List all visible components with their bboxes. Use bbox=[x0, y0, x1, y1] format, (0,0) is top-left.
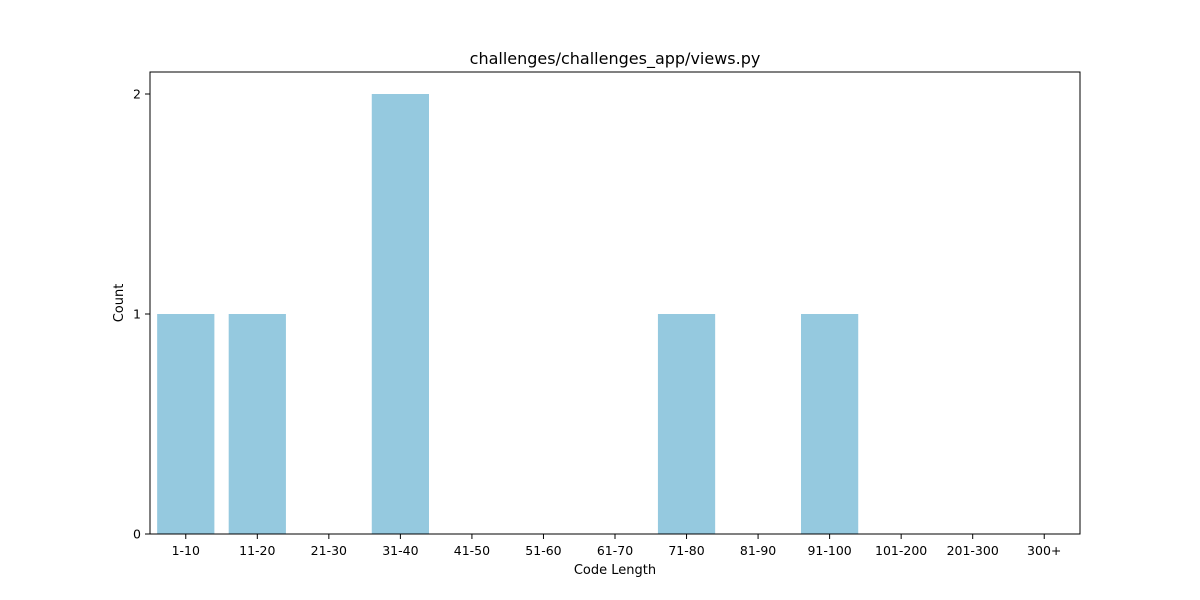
y-tick-label: 1 bbox=[133, 307, 141, 322]
x-tick-label: 81-90 bbox=[740, 543, 776, 558]
bar-31-40 bbox=[371, 94, 429, 534]
chart-title: challenges/challenges_app/views.py bbox=[470, 49, 761, 69]
y-axis: 0 1 2 bbox=[133, 87, 150, 542]
x-tick-label: 201-300 bbox=[947, 543, 999, 558]
y-tick-label: 0 bbox=[133, 527, 141, 542]
x-tick-label: 71-80 bbox=[668, 543, 704, 558]
x-tick-label: 1-10 bbox=[172, 543, 200, 558]
x-tick-label: 300+ bbox=[1027, 543, 1061, 558]
x-tick-label: 101-200 bbox=[875, 543, 927, 558]
x-tick-label: 61-70 bbox=[597, 543, 633, 558]
x-tick-label: 91-100 bbox=[807, 543, 851, 558]
x-tick-label: 21-30 bbox=[311, 543, 347, 558]
y-axis-label: Count bbox=[112, 284, 127, 323]
bar-11-20 bbox=[228, 314, 286, 534]
x-tick-label: 31-40 bbox=[382, 543, 418, 558]
x-tick-label: 11-20 bbox=[239, 543, 275, 558]
plot-frame bbox=[149, 71, 1081, 535]
y-tick-label: 2 bbox=[133, 87, 141, 102]
bar-1-10 bbox=[157, 314, 215, 534]
bar-91-100 bbox=[801, 314, 859, 534]
bars-group bbox=[157, 94, 859, 534]
bar-71-80 bbox=[657, 314, 716, 534]
x-tick-label: 51-60 bbox=[525, 543, 561, 558]
x-axis: 1-10 11-20 21-30 31-40 41-50 51-60 61-70 71-80 8… bbox=[172, 534, 1061, 558]
x-tick-label: 41-50 bbox=[454, 543, 490, 558]
x-axis-label: Code Length bbox=[574, 563, 656, 578]
